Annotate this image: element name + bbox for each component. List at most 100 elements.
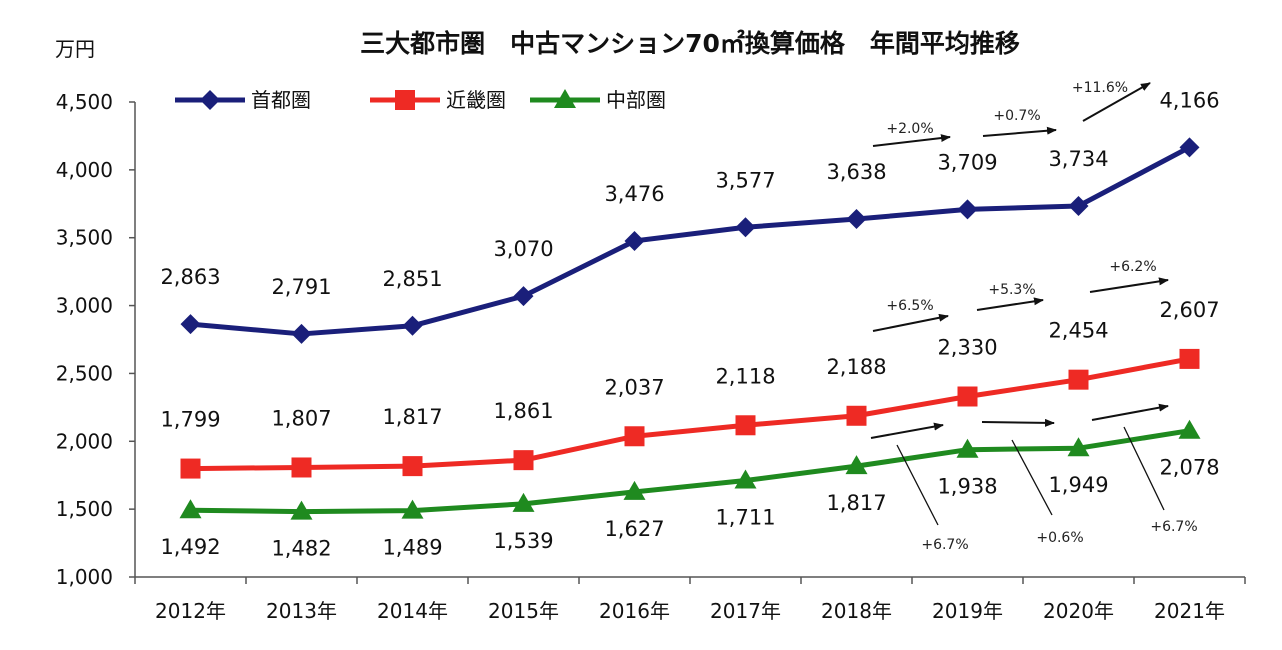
change-arrow (976, 297, 1044, 311)
legend-label: 近畿圏 (446, 88, 506, 112)
x-tick-label: 2020年 (1043, 599, 1114, 623)
data-point-triangle (179, 499, 202, 519)
change-annotation: +2.0% (886, 121, 933, 137)
data-point-square (957, 386, 978, 407)
y-tick-label: 1,500 (56, 497, 113, 521)
change-annotation: +0.6% (1036, 530, 1083, 546)
legend-label: 首都圏 (251, 88, 311, 112)
data-point-diamond (291, 323, 312, 344)
series-layer: 2,863 2,791 2,851 3,070 3,476 3,577 3,638 3,709… (160, 88, 1219, 560)
x-tick-label: 2019年 (932, 599, 1003, 623)
data-point-square (1068, 369, 1089, 390)
data-point-triangle (512, 492, 535, 512)
annotations: +2.0% +0.7% +11.6% +6.5% +5.3% +6.2% +6.7% +0.6… (870, 80, 1198, 553)
data-label: 2,791 (271, 275, 331, 299)
data-point-triangle (401, 499, 424, 519)
change-annotation: +6.7% (921, 537, 968, 553)
x-tick-label: 2013年 (266, 599, 337, 623)
chart-title: 三大都市圏 中古マンション70㎡換算価格 年間平均推移 (360, 29, 1020, 58)
data-point-diamond (1068, 195, 1089, 216)
data-label: 2,188 (826, 355, 886, 379)
data-point-triangle (554, 89, 576, 108)
x-tick-label: 2015年 (488, 599, 559, 623)
data-label: 3,638 (826, 160, 886, 184)
change-arrow (1091, 403, 1169, 421)
y-tick-label: 2,000 (56, 429, 113, 453)
data-label: 2,454 (1048, 319, 1108, 343)
data-label: 3,070 (493, 237, 553, 261)
series-2: 1,492 1,482 1,489 1,539 1,627 1,711 1,817 1,938… (160, 419, 1220, 561)
change-annotation: +5.3% (988, 282, 1035, 298)
data-label: 1,627 (604, 517, 664, 541)
series-1: 1,799 1,807 1,817 1,861 2,037 2,118 2,188 2,330… (160, 298, 1220, 479)
leader-line (1123, 426, 1165, 511)
data-point-square (291, 457, 312, 478)
data-point-diamond (402, 315, 423, 336)
legend-label: 中部圏 (606, 88, 666, 112)
x-tick-label: 2016年 (599, 599, 670, 623)
data-point-square (395, 90, 415, 110)
series-line (190, 356, 1190, 472)
y-tick-label: 1,000 (56, 565, 113, 589)
data-point-square (624, 426, 645, 447)
data-point-diamond (846, 208, 867, 229)
y-tick-label: 3,500 (56, 226, 113, 250)
change-annotation: +6.2% (1109, 259, 1156, 275)
data-label: 1,489 (382, 536, 442, 560)
change-arrow (1089, 277, 1169, 293)
data-label: 1,539 (493, 529, 553, 553)
data-point-square (1179, 348, 1200, 369)
data-point-triangle (845, 455, 868, 475)
data-point-diamond (200, 90, 220, 110)
data-label: 2,330 (937, 336, 997, 360)
data-label: 1,817 (382, 405, 442, 429)
data-label: 3,734 (1048, 147, 1108, 171)
data-point-triangle (290, 500, 313, 520)
data-point-diamond (957, 199, 978, 220)
x-tick-label: 2012年 (155, 599, 226, 623)
y-tick-label: 2,500 (56, 361, 113, 385)
change-arrow (982, 126, 1057, 137)
data-label: 1,492 (160, 535, 220, 559)
data-point-square (180, 458, 201, 479)
data-label: 3,476 (604, 182, 664, 206)
x-tick-label: 2014年 (377, 599, 448, 623)
data-label: 1,938 (937, 475, 997, 499)
change-annotation: +0.7% (993, 108, 1040, 124)
data-label: 1,817 (826, 491, 886, 515)
change-arrow (872, 313, 949, 332)
data-point-square (513, 450, 534, 471)
change-arrow (870, 422, 944, 439)
axes: 1,000 1,500 2,000 2,500 3,000 3,500 4,000 4,500… (56, 90, 1246, 623)
data-point-triangle (734, 469, 757, 489)
legend: 首都圏 近畿圏 中部圏 (175, 88, 666, 112)
data-point-triangle (623, 480, 646, 500)
series-line (190, 428, 1190, 515)
data-point-triangle (1067, 437, 1090, 457)
data-point-diamond (1179, 137, 1200, 158)
y-tick-label: 4,500 (56, 90, 113, 114)
data-point-square (735, 415, 756, 436)
y-axis-unit-label: 万円 (55, 37, 95, 61)
change-arrow (1082, 82, 1151, 122)
leader-line (896, 444, 939, 526)
data-label: 1,482 (271, 537, 331, 561)
data-point-diamond (624, 230, 645, 251)
data-point-square (846, 405, 867, 426)
data-point-triangle (956, 438, 979, 458)
x-tick-label: 2018年 (821, 599, 892, 623)
leader-line (1011, 439, 1053, 516)
data-point-diamond (180, 314, 201, 335)
data-label: 3,577 (715, 168, 775, 192)
data-point-triangle (1178, 419, 1201, 439)
data-label: 1,711 (715, 506, 775, 530)
data-point-diamond (735, 217, 756, 238)
series-0: 2,863 2,791 2,851 3,070 3,476 3,577 3,638 3,709… (160, 88, 1220, 344)
change-arrow (872, 134, 951, 147)
series-line (190, 145, 1191, 337)
change-annotation: +6.5% (886, 298, 933, 314)
data-label: 2,037 (604, 375, 664, 399)
x-tick-label: 2017年 (710, 599, 781, 623)
data-label: 4,166 (1159, 88, 1219, 112)
